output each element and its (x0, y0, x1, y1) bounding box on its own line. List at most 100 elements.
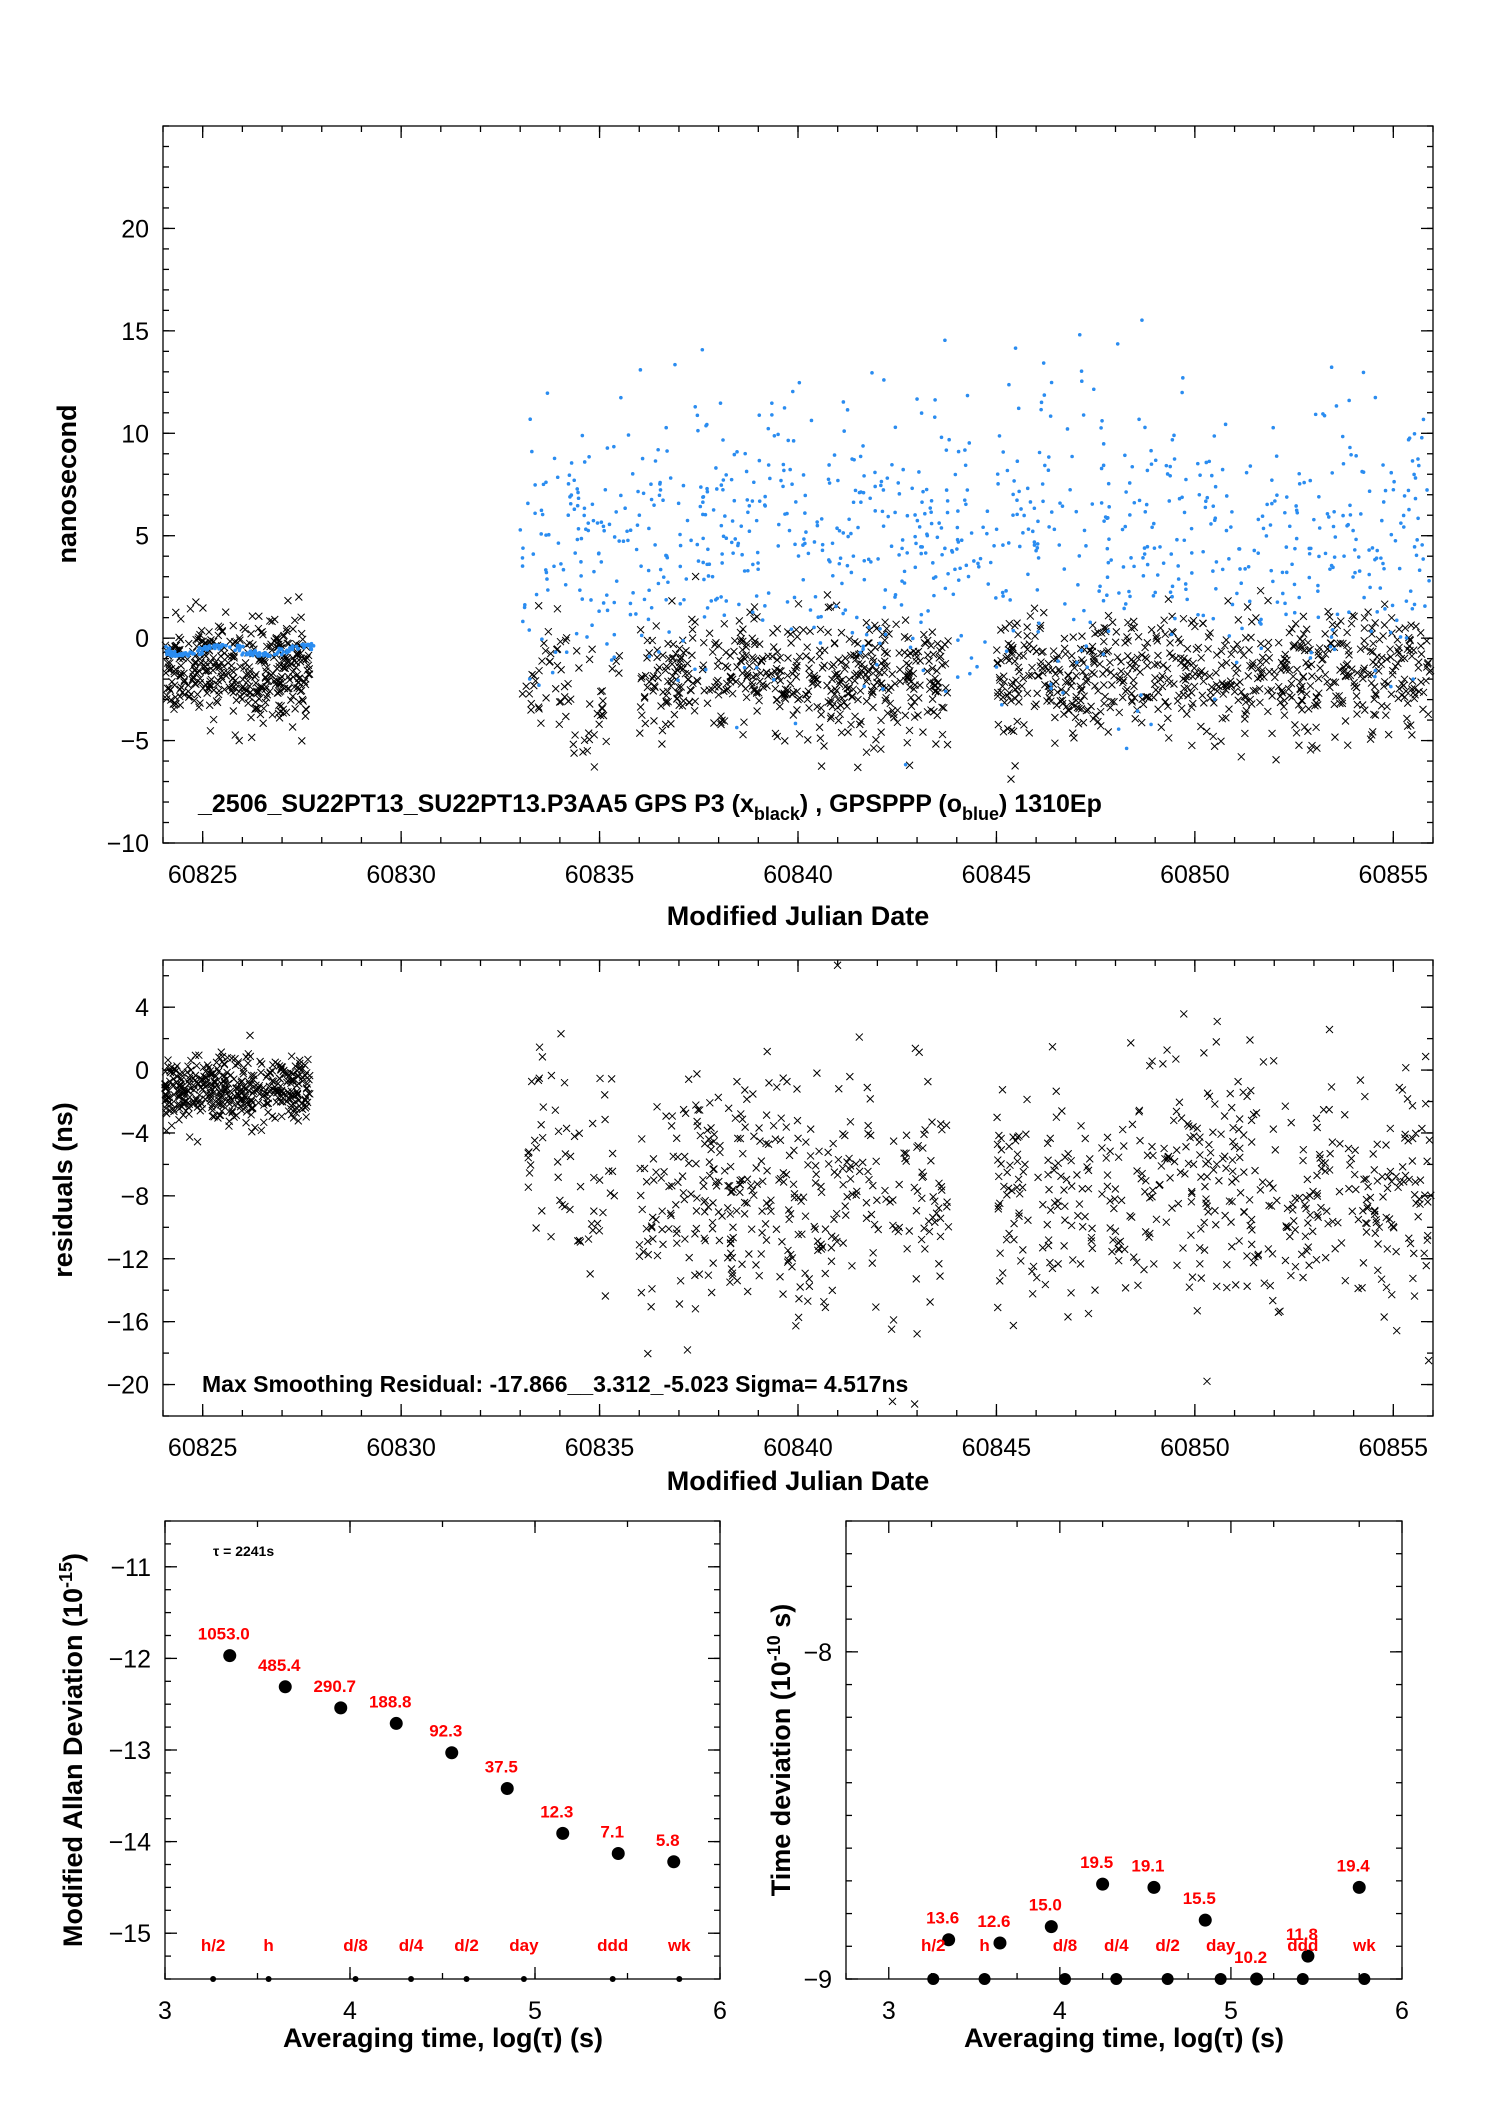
x-marker (1382, 1213, 1391, 1222)
x-marker (1403, 714, 1411, 723)
o-marker (963, 463, 968, 468)
x-marker (923, 707, 932, 716)
x-marker (1005, 689, 1014, 697)
x-marker (1028, 663, 1036, 672)
x-marker (824, 1148, 832, 1157)
x-marker (1263, 707, 1272, 716)
x-marker (775, 702, 784, 711)
x-marker (295, 1059, 304, 1068)
x-marker (298, 635, 307, 644)
x-marker (759, 680, 767, 688)
x-marker (257, 684, 266, 693)
o-marker (1035, 542, 1040, 546)
x-marker (1331, 733, 1339, 741)
x-marker (1128, 1120, 1137, 1129)
x-marker (576, 1238, 585, 1246)
o-marker (721, 534, 726, 539)
x-marker (1138, 1169, 1147, 1178)
x-marker (878, 630, 887, 639)
x-marker (1106, 658, 1114, 667)
x-marker (731, 1114, 740, 1123)
deviation-point (667, 1855, 681, 1869)
deviation-value-label: 13.6 (926, 1909, 959, 1928)
x-marker (764, 1140, 773, 1149)
x-marker (1400, 654, 1409, 663)
x-marker (776, 1174, 785, 1183)
x-marker (999, 727, 1008, 736)
x-marker (1312, 723, 1320, 732)
x-marker (772, 1225, 781, 1234)
o-marker (740, 552, 744, 557)
x-marker (553, 1158, 562, 1166)
x-marker (1141, 1176, 1150, 1185)
o-marker (878, 626, 882, 631)
x-marker (1014, 630, 1022, 639)
x-marker (254, 1098, 263, 1107)
o-marker (1057, 543, 1062, 547)
x-marker (293, 1072, 302, 1080)
o-marker (1091, 387, 1096, 392)
o-marker (1332, 555, 1337, 559)
x-marker (1145, 1061, 1154, 1070)
o-marker (913, 534, 917, 539)
o-marker (657, 493, 662, 498)
o-marker (1408, 589, 1413, 593)
x-marker (1230, 687, 1239, 696)
x-marker (843, 702, 851, 711)
o-marker (601, 601, 606, 605)
x-marker (830, 1215, 838, 1224)
x-marker (295, 698, 303, 706)
x-marker (1103, 1171, 1112, 1179)
x-marker (1328, 1138, 1337, 1146)
o-marker (963, 448, 967, 452)
x-marker (1184, 691, 1192, 700)
x-marker (643, 1349, 652, 1358)
x-marker (699, 1182, 708, 1191)
x-marker (1202, 1195, 1210, 1203)
o-marker (701, 560, 705, 565)
x-marker (1371, 689, 1380, 698)
x-marker (239, 623, 248, 632)
x-marker (1306, 1211, 1314, 1219)
o-marker (1353, 570, 1357, 575)
x-marker (1360, 613, 1369, 622)
x-marker (1123, 652, 1132, 660)
x-marker (268, 1077, 276, 1085)
x-marker (699, 1175, 707, 1184)
o-marker (631, 591, 635, 595)
x-marker (1334, 639, 1342, 648)
x-marker (263, 690, 272, 699)
x-marker (1082, 678, 1091, 686)
o-marker (1420, 543, 1424, 547)
residuals-xlabel: Modified Julian Date (667, 1466, 930, 1496)
x-marker (1287, 1271, 1295, 1280)
x-marker (298, 695, 307, 704)
x-marker (803, 643, 812, 652)
o-marker (1183, 582, 1188, 586)
x-marker (1249, 687, 1258, 695)
x-marker (675, 1300, 684, 1308)
x-marker (1062, 688, 1070, 697)
x-marker (227, 652, 236, 661)
o-marker (1015, 459, 1020, 464)
x-marker (1308, 672, 1316, 681)
o-marker (793, 542, 797, 547)
x-marker (645, 649, 654, 657)
x-marker (888, 1397, 897, 1406)
x-marker (780, 737, 789, 745)
x-marker (855, 720, 864, 729)
x-marker (1306, 1191, 1314, 1200)
o-marker (981, 525, 985, 530)
x-marker (820, 646, 829, 655)
x-marker (1339, 667, 1348, 676)
o-marker (701, 495, 706, 499)
x-marker (1225, 705, 1233, 713)
o-marker (897, 492, 902, 496)
o-marker (1283, 601, 1287, 606)
x-marker (1241, 729, 1249, 738)
o-marker (721, 478, 726, 482)
x-marker (942, 1202, 951, 1211)
o-marker (737, 602, 741, 607)
x-marker (675, 644, 684, 653)
x-marker (588, 1119, 597, 1128)
